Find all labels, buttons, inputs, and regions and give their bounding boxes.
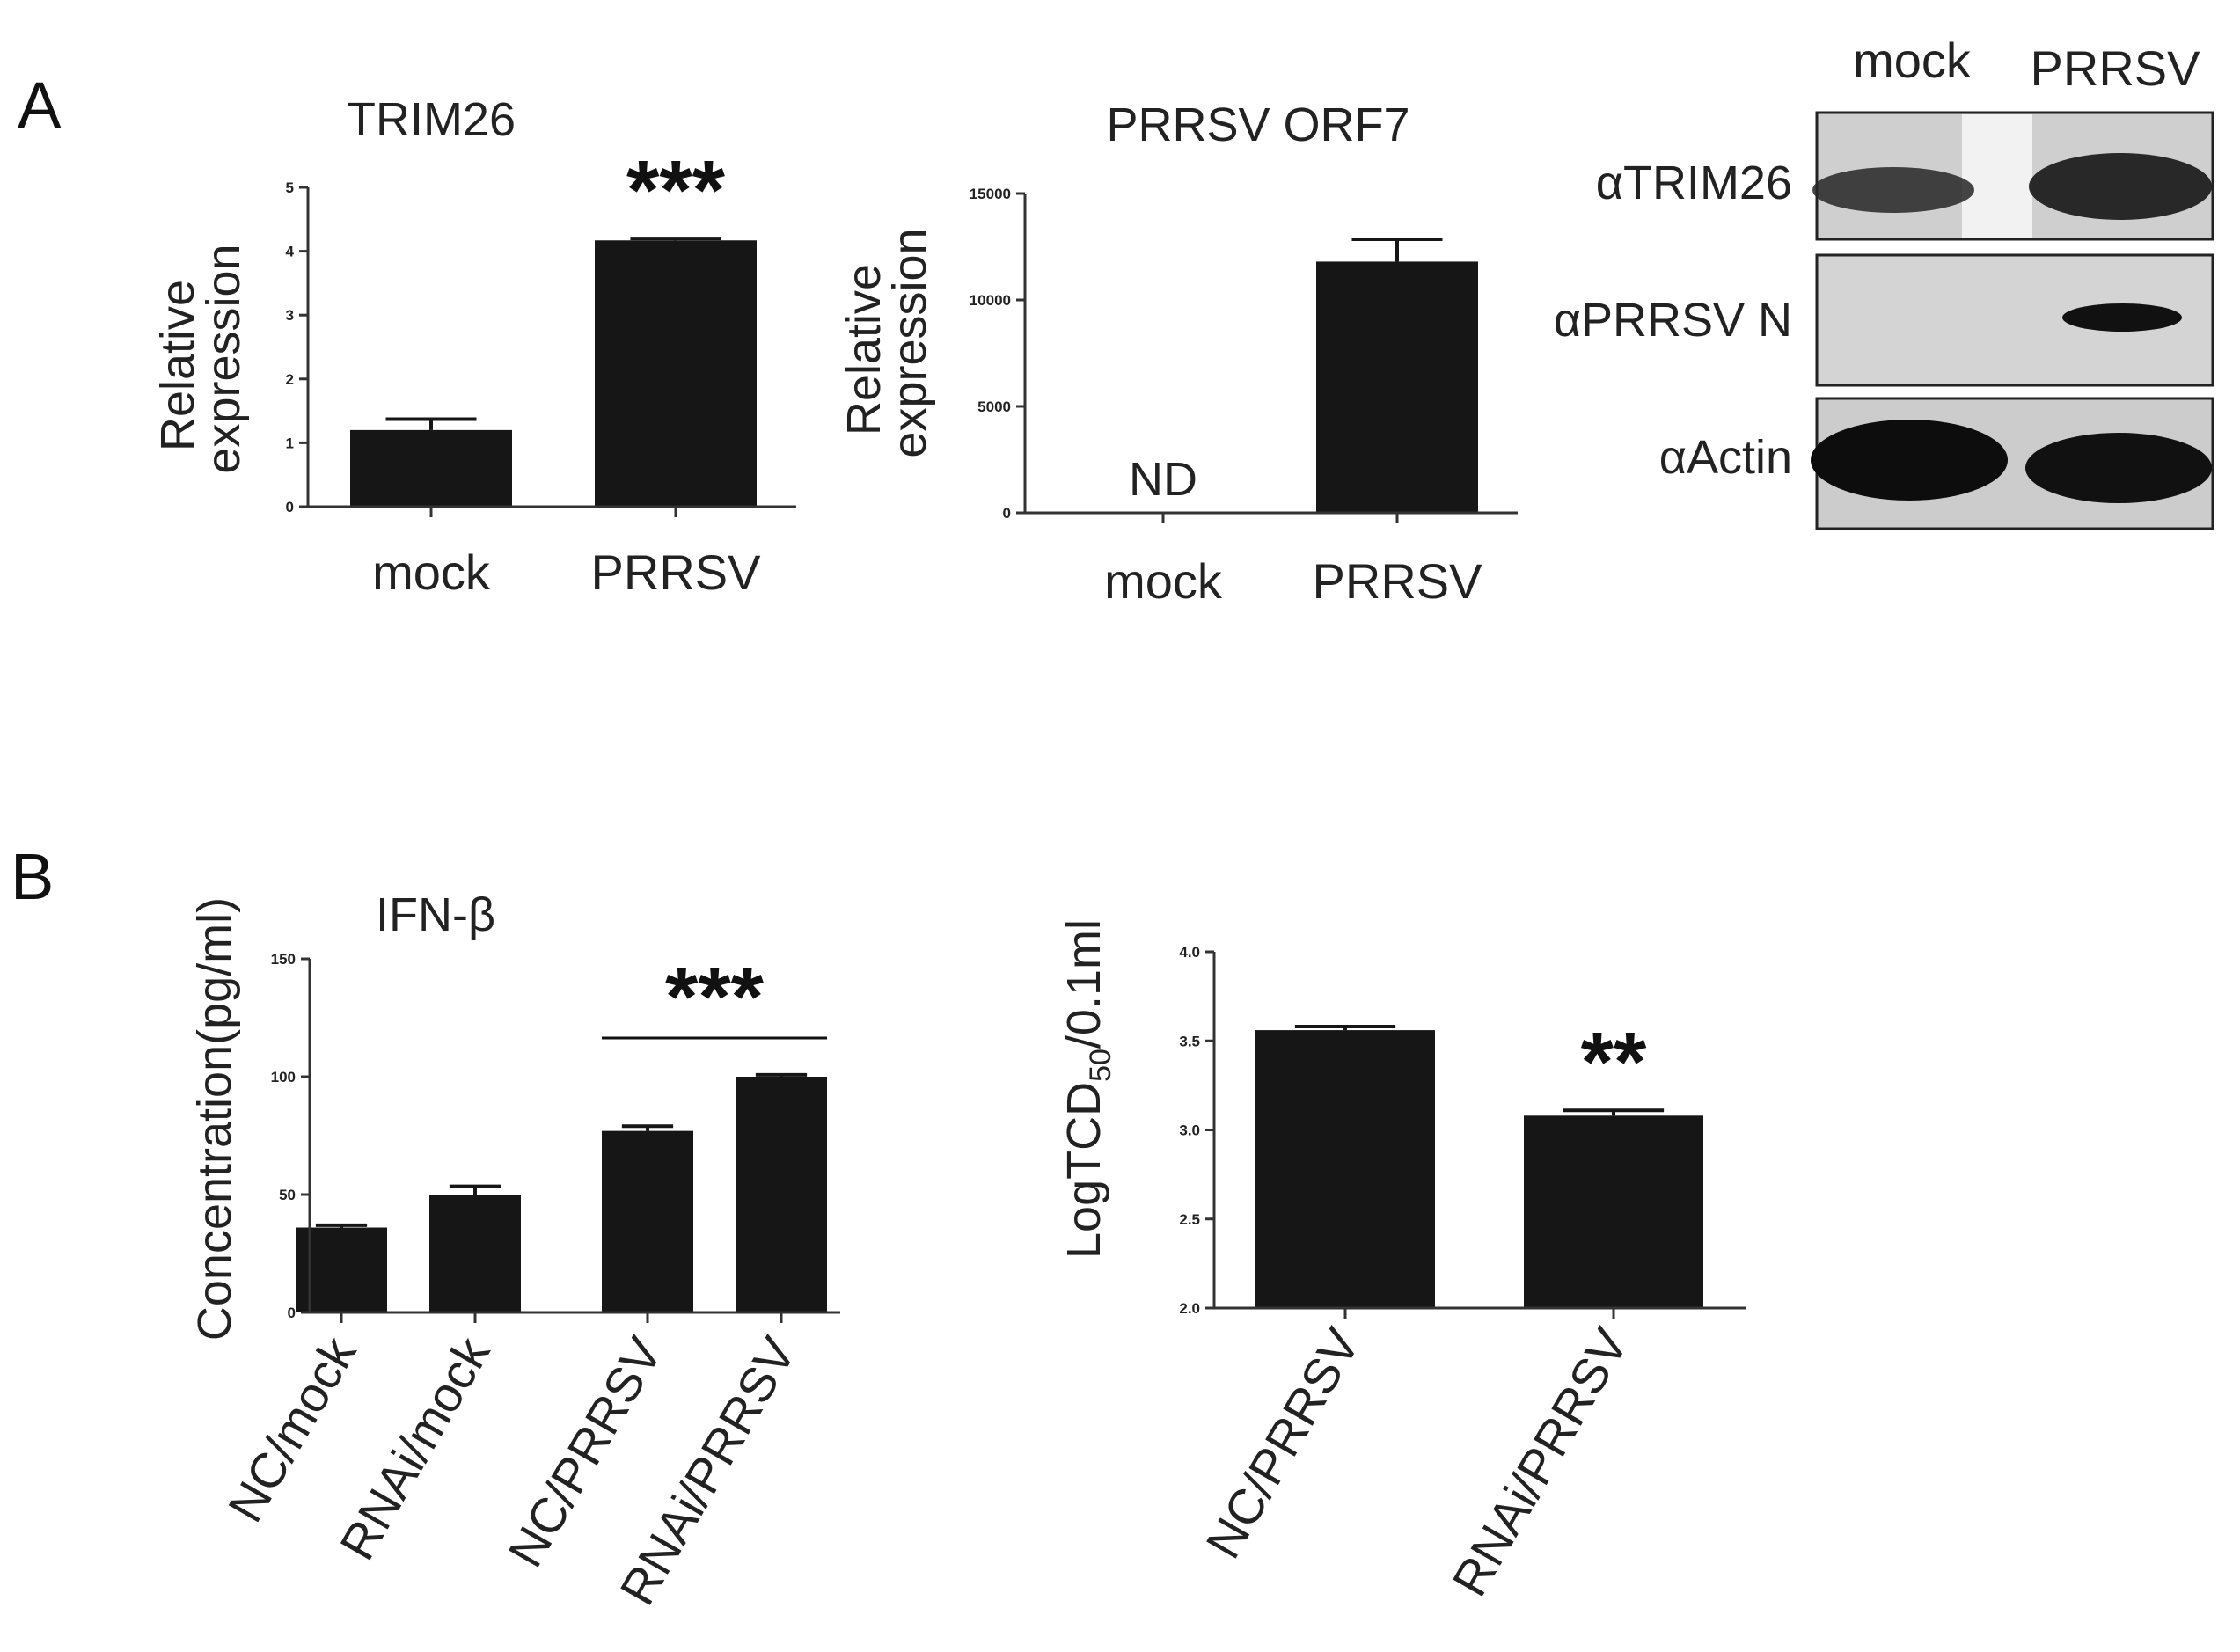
bar [1316,261,1478,513]
blot-band-actin-mock [1811,420,2008,501]
y-axis-label: Relative expression [151,244,250,473]
y-axis-label-line: Relative [838,264,890,435]
y-axis-label-line: expression [197,244,250,473]
y-tick-label: 2.5 [1179,1211,1200,1228]
y-tick-label: 3.5 [1179,1033,1200,1049]
y-tick-label: 50 [279,1187,296,1203]
y-tick-label: 10000 [970,292,1011,309]
blot-row-label-trim26: αTRIM26 [1596,157,1792,209]
y-tick-label: 3.0 [1179,1122,1200,1139]
blot-band-trim26-mock [1812,167,1974,213]
x-tick-label: PRRSV [591,545,762,600]
chart-title: PRRSV ORF7 [1106,99,1409,151]
bar [1255,1030,1435,1308]
x-tick-label: PRRSV [1313,553,1483,609]
x-tick-label: NC/mock [217,1327,367,1531]
y-tick-label: 4.0 [1179,944,1200,961]
y-axis-label: Concentration(pg/ml) [188,897,241,1341]
blot-gap-trim26 [1962,114,2032,238]
y-tick-label: 1 [286,435,294,451]
x-tick-label: RNAi/PRRSV [1441,1319,1638,1605]
y-tick-label: 150 [271,951,296,968]
y-tick-label: 0 [286,499,294,515]
bar [736,1077,827,1312]
bar [429,1195,521,1312]
panel-b-letter: B [11,840,54,913]
y-axis-label-main: LogTCD [1058,1082,1110,1259]
bar [1524,1115,1703,1308]
x-tick-label: mock [372,545,491,600]
bar [595,240,757,507]
bar [602,1130,693,1312]
chart-tcid: LogTCD50/0.1ml 2.0 2.5 3.0 3.5 4.0 NC/PRRSV RN… [1058,919,1746,1605]
blot-row-label-actin: αActin [1659,431,1792,484]
chart-orf7: PRRSV ORF7 Relative expression 0 5000 1000… [838,99,1518,609]
significance-marker: ** [1581,1015,1647,1109]
y-tick-label: 5000 [977,398,1011,415]
x-tick-label: NC/PRRSV [1195,1319,1371,1568]
y-tick-label: 4 [286,244,295,260]
y-axis-label-line: expression [883,228,936,457]
chart-title: IFN-β [376,888,495,941]
blot-row-label-prrsv-n: αPRRSV N [1554,294,1792,347]
y-axis-label-subscript: 50 [1084,1049,1117,1082]
blot-lane-label-prrsv: PRRSV [2031,40,2201,96]
y-axis-label-line: Relative [151,280,204,451]
chart-title: TRIM26 [347,93,516,146]
y-tick-label: 15000 [970,186,1011,202]
chart-trim26: TRIM26 Relative expression 0 1 2 3 4 5 mock PRR… [151,93,796,600]
y-tick-label: 100 [271,1069,296,1085]
x-tick-label: mock [1104,553,1223,609]
blot-band-trim26-prrsv [2029,153,2212,220]
y-tick-label: 2.0 [1179,1300,1200,1317]
y-axis-label-tail: /0.1ml [1058,919,1110,1049]
y-tick-label: 0 [288,1305,296,1321]
blot-band-prrsv-n-prrsv [2062,303,2182,332]
y-axis-label: LogTCD50/0.1ml [1058,919,1117,1259]
significance-marker: *** [665,950,765,1044]
western-blot: mock PRRSV αTRIM26 αPRRSV N αActin [1554,33,2214,530]
y-tick-label: 5 [286,179,294,196]
y-tick-label: 0 [1003,505,1011,522]
bar [350,429,512,507]
chart-ifnb: IFN-β Concentration(pg/ml) 0 50 100 150 NC/m… [188,888,840,1614]
significance-marker: *** [626,143,726,238]
panel-a-letter: A [18,69,62,142]
y-tick-label: 2 [286,371,294,388]
blot-lane-label-mock: mock [1853,33,1972,88]
blot-band-actin-prrsv [2025,433,2212,503]
bar-annotation: ND [1129,453,1197,506]
y-axis-label: Relative expression [838,228,936,457]
y-tick-label: 3 [286,307,294,324]
